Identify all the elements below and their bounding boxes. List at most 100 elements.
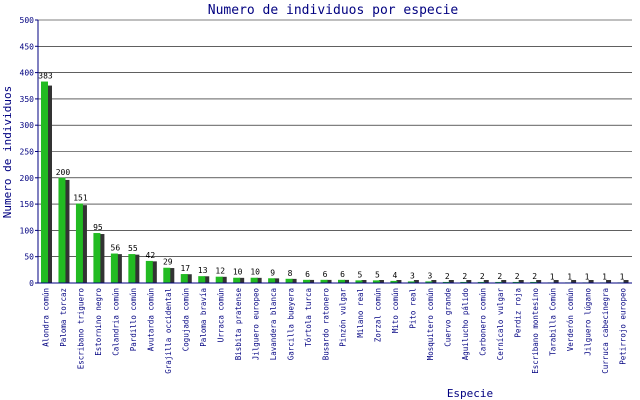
bar-shadow [99, 234, 105, 283]
bar [180, 274, 188, 283]
bar-shadow [466, 280, 472, 283]
data-label: 42 [146, 251, 156, 260]
bar-shadow [291, 278, 297, 283]
bar-shadow [81, 205, 87, 283]
data-label: 8 [288, 269, 293, 278]
data-label: 12 [215, 267, 225, 276]
bar-shadow [326, 279, 332, 283]
y-tick-label: 100 [20, 226, 35, 235]
bar-shadow [116, 254, 122, 283]
data-label: 5 [375, 270, 380, 279]
bar-shadow [378, 280, 384, 283]
grid-lines [38, 19, 632, 258]
x-tick-label: Paloma torcaz [59, 288, 68, 347]
x-tick-label: Avutarda común [147, 288, 156, 351]
bar [372, 280, 380, 283]
bar-shadow [501, 280, 507, 283]
data-label: 383 [38, 72, 53, 81]
bar [355, 280, 363, 283]
bar [303, 279, 311, 283]
x-tick-label: Mosquitero común [426, 288, 435, 360]
data-label: 56 [111, 244, 121, 253]
data-label: 4 [392, 271, 397, 280]
x-tick-label: Pardillo común [129, 288, 138, 351]
bar [338, 279, 345, 283]
data-label: 6 [305, 270, 310, 279]
x-tick-label: Grajilla occidental [164, 288, 173, 374]
bar [93, 233, 101, 283]
bar-shadow [396, 280, 402, 283]
chart-title: Numero de individuos por especie [208, 3, 459, 18]
bar [128, 254, 136, 283]
bar [268, 278, 276, 283]
bar [285, 278, 293, 283]
bar-shadow [309, 279, 315, 283]
bar-shadow [151, 261, 157, 283]
x-tick-label: Cogujada común [182, 288, 191, 351]
bar [425, 281, 433, 283]
data-label: 10 [250, 268, 260, 277]
data-label: 6 [340, 270, 345, 279]
bar [233, 277, 241, 283]
data-label: 29 [163, 258, 173, 267]
bar [145, 260, 153, 283]
x-tick-label: Aguilucho pálido [461, 288, 470, 361]
bar [320, 279, 328, 283]
x-tick-label: Escribano montesino [531, 288, 540, 374]
data-label: 2 [497, 272, 502, 281]
bar-shadow [518, 280, 524, 283]
x-tick-label: Cernícalo vulgar [496, 288, 505, 361]
data-label: 95 [93, 223, 103, 232]
x-tick-label: Busardo ratonero [321, 288, 330, 361]
x-tick-label: Jilguero lúgano [583, 288, 592, 356]
bar-shadow [64, 179, 70, 283]
data-label: 3 [427, 271, 432, 280]
bar [407, 281, 415, 283]
x-tick-label: Lavandera blanca [269, 288, 278, 360]
bar-shadow [256, 277, 262, 283]
x-tick-label: Mito común [391, 288, 400, 333]
x-tick-label: Pito real [409, 288, 418, 329]
bar [250, 277, 258, 283]
bar-shadow [588, 280, 594, 283]
data-label: 55 [128, 244, 138, 253]
data-label: 151 [73, 194, 88, 203]
data-label: 1 [602, 272, 607, 281]
bar [58, 177, 66, 283]
bar-shadow [47, 85, 52, 283]
bar-shadow [431, 280, 437, 283]
bar-shadow [204, 276, 210, 283]
bar-shadow [553, 280, 559, 283]
x-tick-labels: Alondra común Paloma torcaz Escribano trig… [42, 288, 628, 374]
data-label: 2 [462, 272, 467, 281]
data-label: 9 [270, 268, 275, 277]
data-label: 1 [567, 272, 572, 281]
data-label: 2 [515, 272, 520, 281]
bar-shadow [571, 280, 577, 283]
x-tick-label: Alondra común [42, 288, 51, 347]
bar-shadow [169, 268, 175, 283]
data-label: 1 [585, 272, 590, 281]
bars [41, 81, 629, 284]
bar [530, 281, 538, 283]
x-tick-label: Tarabilla Común [548, 288, 557, 356]
x-tick-label: Tórtola turca [304, 288, 313, 347]
bar [163, 267, 171, 283]
x-tick-label: Petirrojo europeo [618, 288, 627, 365]
bar-shadow [361, 280, 367, 283]
bar-shadow [344, 279, 349, 283]
x-tick-label: Escribano triguero [77, 288, 86, 370]
bar-shadow [483, 280, 489, 283]
x-axis-label: Especie [447, 387, 493, 400]
bar [110, 253, 118, 283]
y-tick-labels: 0 50 100 150 200 250 300 350 400 450 500 [20, 16, 35, 288]
x-tick-label: Pinzón vulgar [339, 288, 348, 347]
data-label: 2 [445, 272, 450, 281]
data-label: 10 [233, 268, 243, 277]
y-tick-label: 50 [24, 253, 34, 262]
bar [198, 276, 206, 283]
data-label: 2 [480, 272, 485, 281]
y-tick-label: 300 [20, 121, 35, 130]
